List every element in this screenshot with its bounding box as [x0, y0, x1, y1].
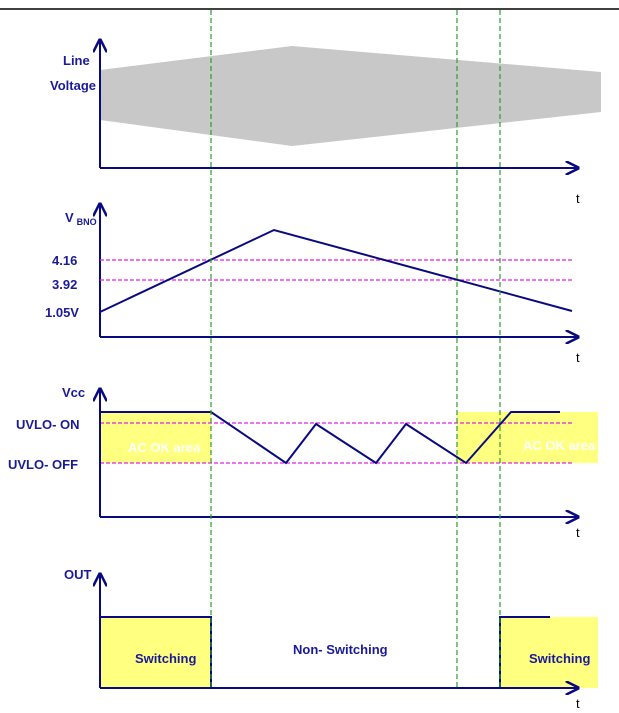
switching-area-left — [100, 617, 211, 688]
vbno-waveform — [99, 228, 573, 313]
vcc-panel: Vcc UVLO- ON UVLO- OFF AC OK area AC OK … — [8, 385, 598, 540]
level-1-05v-label: 1.05V — [45, 305, 79, 320]
out-panel: OUT Switching Non- Switching Switching t — [64, 567, 598, 711]
switching-right-label: Switching — [529, 651, 590, 666]
vbno-label: V BNO — [65, 210, 97, 227]
ac-ok-area-left — [100, 412, 211, 463]
line-voltage-label-line2: Voltage — [50, 78, 96, 93]
switching-area-right — [500, 617, 598, 688]
ac-ok-area-right — [457, 412, 598, 463]
time-guides — [210, 10, 501, 690]
level-4-16-label: 4.16 — [52, 253, 77, 268]
ac-ok-area-right-label: AC OK area — [523, 438, 596, 453]
ac-ok-area-left-label: AC OK area — [128, 440, 201, 455]
uvlo-off-label: UVLO- OFF — [8, 457, 78, 472]
out-label: OUT — [64, 567, 92, 582]
line-voltage-t-label: t — [576, 191, 580, 206]
vbno-panel: V BNO 4.16 3.92 1.05V t — [45, 204, 580, 365]
switching-left-label: Switching — [135, 651, 196, 666]
line-voltage-label-line1: Line — [63, 53, 90, 68]
out-t-label: t — [576, 696, 580, 711]
vbno-t-label: t — [576, 350, 580, 365]
level-3-92-label: 3.92 — [52, 277, 77, 292]
line-voltage-panel: Line Voltage t — [50, 40, 601, 206]
vcc-t-label: t — [576, 525, 580, 540]
line-voltage-envelope — [100, 46, 601, 146]
vcc-label: Vcc — [62, 385, 85, 400]
uvlo-on-label: UVLO- ON — [16, 417, 80, 432]
non-switching-label: Non- Switching — [293, 642, 388, 657]
vcc-waveform — [100, 411, 560, 465]
